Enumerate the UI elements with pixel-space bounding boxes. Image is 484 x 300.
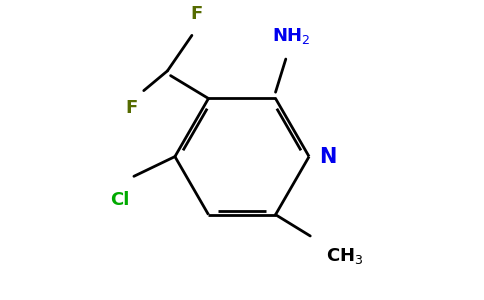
Text: CH$_3$: CH$_3$ <box>326 246 363 266</box>
Text: N: N <box>319 147 337 166</box>
Text: NH$_2$: NH$_2$ <box>272 26 311 46</box>
Text: Cl: Cl <box>110 190 129 208</box>
Text: F: F <box>191 5 203 23</box>
Text: F: F <box>126 99 138 117</box>
